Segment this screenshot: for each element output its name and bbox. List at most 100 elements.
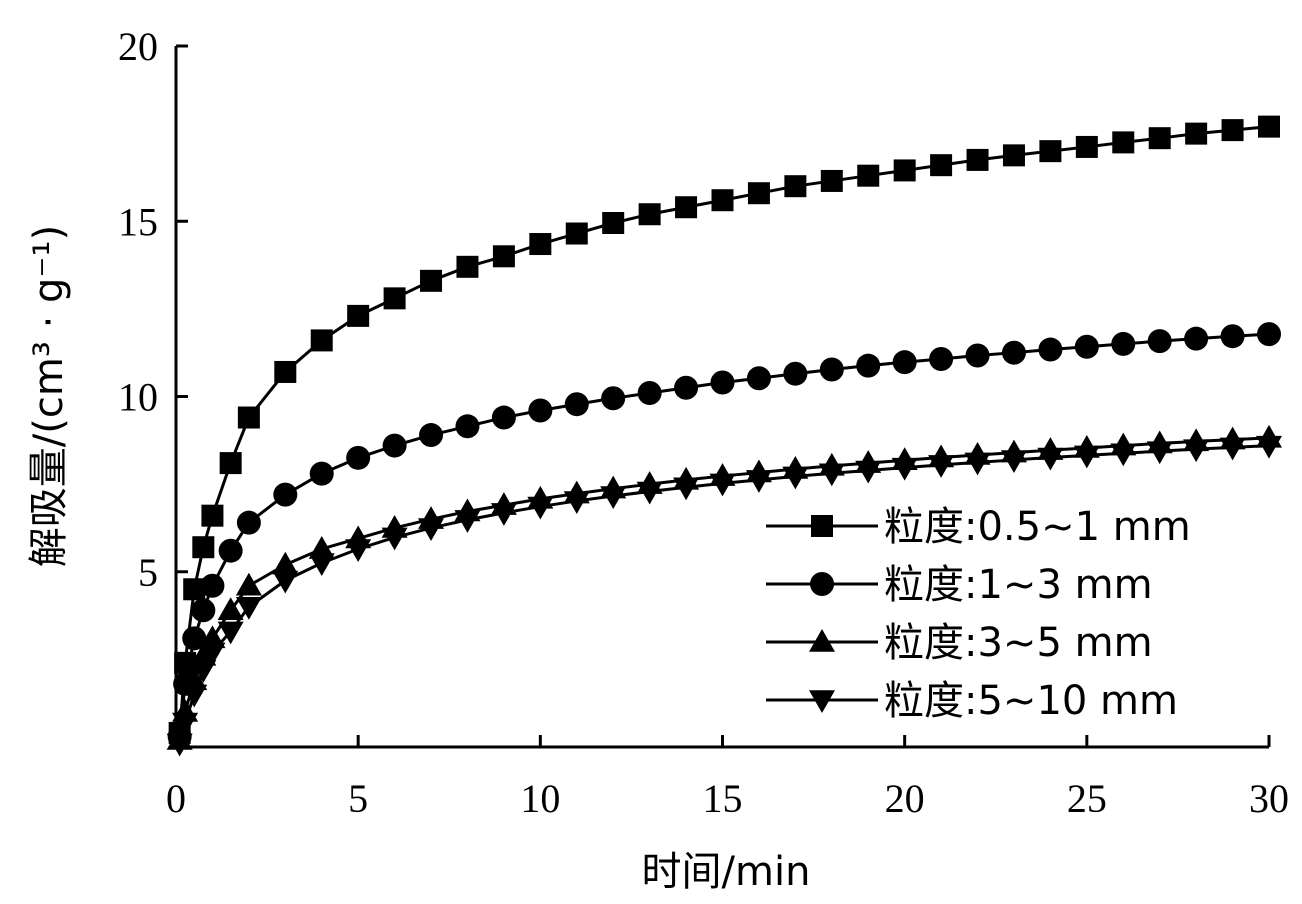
series-1-point-26: [965, 343, 990, 368]
series-1-point-6: [236, 510, 261, 535]
series-0-point-11: [420, 269, 443, 292]
series-0-point-31: [1148, 127, 1171, 150]
legend-marker-2: [809, 629, 835, 652]
series-1-point-8: [309, 461, 334, 486]
series-1-point-24: [892, 350, 917, 375]
series-0-point-14: [529, 233, 552, 256]
y-tick-label-1: 10: [118, 375, 158, 420]
series-3-point-8: [308, 553, 335, 576]
series-0-point-2: [183, 578, 206, 601]
series-0-point-17: [638, 203, 661, 226]
series-0-point-19: [711, 189, 734, 212]
x-tick-label-6: 30: [1249, 776, 1289, 821]
series-3-point-34: [1256, 435, 1282, 459]
series-0-point-5: [219, 452, 242, 475]
series-1-point-23: [856, 353, 881, 378]
series-3-point-6: [235, 597, 262, 620]
series-1-point-30: [1111, 331, 1136, 356]
series-0-point-21: [784, 175, 807, 198]
series-0-point-24: [893, 159, 916, 182]
series-0-point-7: [274, 360, 297, 383]
series-0-point-22: [820, 169, 843, 192]
series-2-point-6: [235, 572, 262, 596]
series-layer: [166, 115, 1282, 757]
series-3-point-11: [418, 518, 445, 541]
series-3: [166, 435, 1282, 757]
series-3-point-5: [217, 621, 244, 645]
series-3-point-14: [527, 496, 554, 520]
series-0-point-15: [565, 222, 588, 245]
series-3-point-23: [855, 460, 882, 484]
series-0-point-29: [1075, 135, 1098, 158]
series-1-point-5: [218, 538, 243, 563]
series-3-point-10: [381, 527, 408, 551]
series-0-point-32: [1185, 122, 1208, 145]
series-0-point-9: [347, 304, 370, 327]
series-0-point-25: [930, 154, 953, 177]
series-3-point-25: [928, 455, 955, 478]
series-3-point-21: [782, 466, 809, 490]
series-3-point-20: [745, 470, 772, 493]
series-1-point-21: [783, 361, 808, 386]
series-1-point-22: [819, 357, 844, 382]
series-1-point-25: [929, 346, 954, 371]
series-3-point-16: [600, 486, 627, 510]
legend-marker-3: [809, 690, 835, 713]
series-3-point-15: [563, 491, 590, 514]
series-1-point-15: [564, 392, 589, 417]
x-ticks: 0 5 10 15 20 25 30: [166, 735, 1289, 821]
series-1-point-32: [1184, 326, 1209, 351]
series-0-point-6: [237, 406, 260, 429]
series-3-point-31: [1146, 441, 1173, 465]
series-3-point-19: [709, 473, 736, 497]
series-0: [168, 115, 1280, 744]
series-1-point-7: [273, 482, 298, 507]
series-3-point-30: [1110, 443, 1137, 467]
series-1-point-18: [674, 375, 699, 400]
series-1-point-31: [1147, 329, 1172, 354]
series-1-point-27: [1001, 340, 1026, 365]
series-0-point-27: [1002, 144, 1025, 167]
series-1-point-10: [382, 433, 407, 458]
series-1-point-11: [419, 423, 444, 448]
series-1-point-19: [710, 370, 735, 395]
series-3-point-12: [454, 510, 481, 533]
series-2-point-5: [217, 597, 244, 621]
series-3-point-7: [272, 570, 299, 594]
series-3-point-17: [636, 481, 663, 505]
series-0-point-26: [966, 148, 989, 171]
series-1-point-3: [191, 598, 216, 623]
legend-marker-1: [810, 572, 834, 596]
series-0-point-33: [1221, 119, 1244, 142]
x-axis-title: 时间/min: [642, 849, 811, 895]
series-3-point-18: [673, 477, 700, 501]
series-3-point-33: [1219, 437, 1246, 461]
series-3-point-13: [490, 503, 517, 526]
x-tick-label-5: 25: [1067, 776, 1107, 821]
series-1-point-9: [346, 445, 371, 470]
series-3-point-22: [818, 463, 845, 487]
x-tick-label-1: 5: [348, 776, 368, 821]
x-tick-label-4: 20: [885, 776, 925, 821]
x-tick-label-2: 10: [520, 776, 560, 821]
x-tick-label-3: 15: [703, 776, 743, 821]
series-0-point-4: [201, 504, 224, 527]
series-3-point-2: [181, 684, 208, 708]
series-1-point-28: [1038, 337, 1063, 362]
legend-label-3: 粒度:5~10 mm: [884, 678, 1178, 724]
legend: 粒度:0.5~1 mm 粒度:1~3 mm 粒度:3~5 mm 粒度:5~10 mm: [766, 504, 1191, 724]
legend-label-2: 粒度:3~5 mm: [884, 620, 1153, 666]
series-0-point-34: [1258, 115, 1280, 138]
series-0-point-28: [1039, 140, 1062, 163]
series-1-point-12: [455, 414, 480, 439]
series-1-point-13: [491, 405, 516, 430]
series-2-point-4: [199, 625, 226, 649]
series-3-point-3: [190, 660, 217, 683]
series-3-point-26: [964, 452, 991, 476]
series-0-point-12: [456, 255, 479, 278]
series-0-point-13: [492, 245, 515, 268]
y-ticks: 5 10 15 20: [118, 24, 188, 595]
series-0-point-23: [857, 164, 880, 187]
x-tick-label-0: 0: [166, 776, 186, 821]
series-1-point-16: [601, 386, 626, 411]
